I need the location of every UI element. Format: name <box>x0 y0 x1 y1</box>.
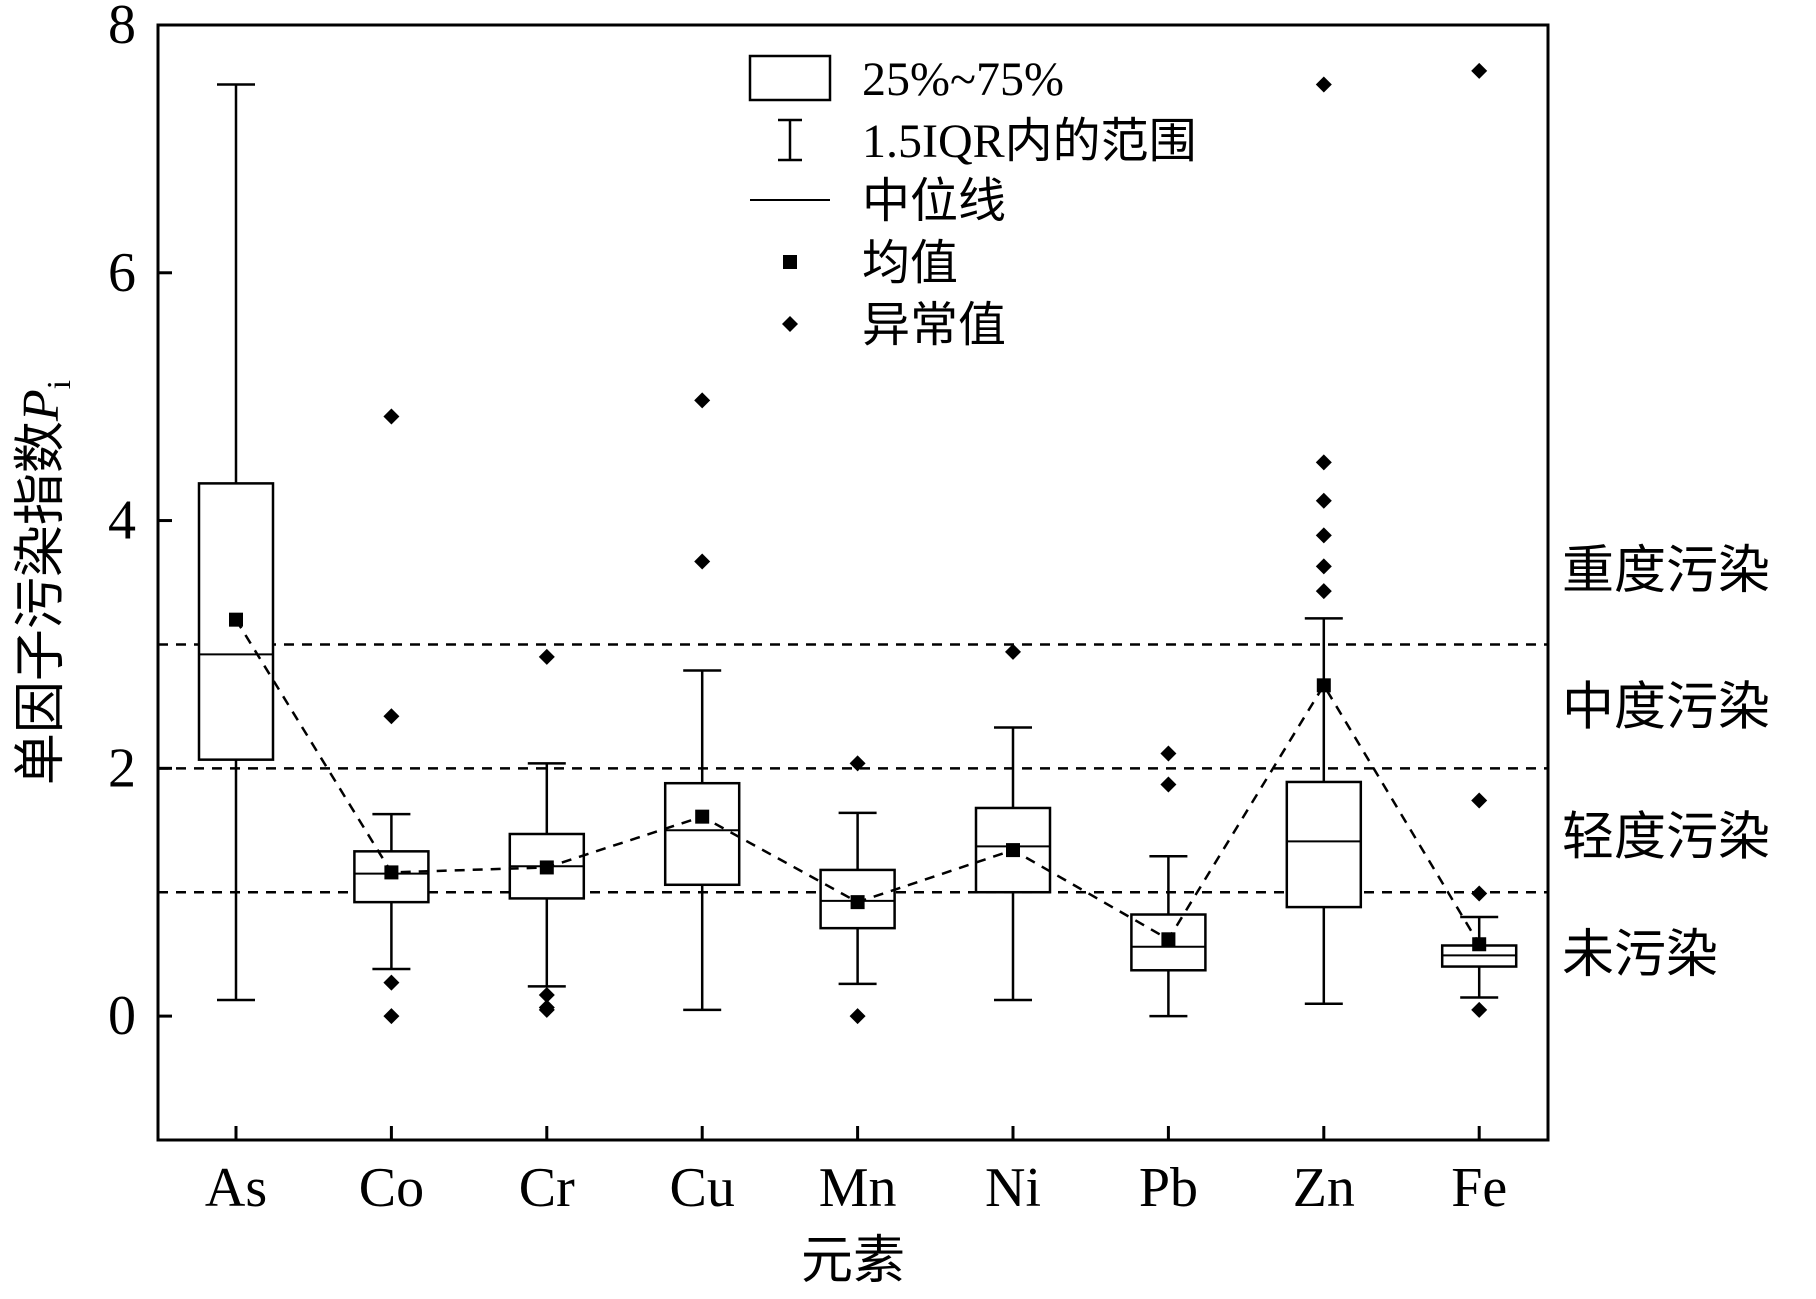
x-tick-label: Pb <box>1139 1157 1198 1219</box>
mean-marker <box>1472 937 1487 952</box>
outlier-point <box>383 408 400 425</box>
outlier-point <box>1315 454 1332 471</box>
outlier-point <box>383 974 400 991</box>
x-tick-label: Co <box>359 1157 424 1219</box>
box-fe <box>1440 62 1518 1018</box>
outlier-point <box>1315 558 1332 575</box>
outlier-point <box>1160 776 1177 793</box>
x-tick-label: Cu <box>670 1157 735 1219</box>
box-as <box>197 83 275 1002</box>
level-label: 重度污染 <box>1562 543 1770 600</box>
legend-label: 均值 <box>862 237 958 290</box>
y-axis-title-symbol: P <box>13 389 70 422</box>
y-tick-label: 4 <box>108 490 136 552</box>
legend-label: 25%~75% <box>862 53 1064 106</box>
legend-item: 25%~75% <box>748 53 1064 106</box>
outlier-point <box>1471 1001 1488 1018</box>
legend-item: 中位线 <box>750 175 1006 228</box>
outlier-point <box>1315 527 1332 544</box>
mean-marker <box>695 809 710 824</box>
iqr-box <box>663 781 741 887</box>
outlier-point <box>1315 492 1332 509</box>
y-tick-label: 2 <box>108 737 136 799</box>
legend-item: 1.5IQR内的范围 <box>778 115 1197 168</box>
box-ni <box>974 643 1052 1002</box>
legend-box-swatch <box>748 54 832 102</box>
outlier-point <box>849 1008 866 1025</box>
outlier-point <box>694 553 711 570</box>
iqr-box <box>1285 780 1363 909</box>
level-label: 轻度污染 <box>1562 809 1770 866</box>
outlier-point <box>1471 62 1488 79</box>
mean-trend <box>229 612 1487 952</box>
level-label: 未污染 <box>1562 927 1718 984</box>
y-axis-title: 单因子污染指数Pi <box>13 380 78 785</box>
mean-marker <box>1006 843 1020 858</box>
x-axis-title: 元素 <box>801 1233 905 1290</box>
mean-marker <box>1161 932 1176 947</box>
legend-label: 异常值 <box>862 299 1006 352</box>
x-tick-label: Ni <box>985 1157 1041 1219</box>
outlier-point <box>538 1001 555 1018</box>
box-zn <box>1285 76 1363 1005</box>
box-pb <box>1130 745 1207 1018</box>
legend-label: 1.5IQR内的范围 <box>862 115 1197 168</box>
outlier-point <box>1471 792 1488 809</box>
outlier-point <box>538 987 555 1004</box>
x-tick-label: As <box>205 1157 267 1219</box>
mean-marker <box>229 612 243 627</box>
x-tick-label: Mn <box>819 1157 897 1219</box>
x-tick-label: Fe <box>1451 1157 1507 1219</box>
mean-marker <box>539 860 554 875</box>
level-label: 中度污染 <box>1562 679 1770 736</box>
box-co <box>353 408 430 1025</box>
box-mn <box>819 755 896 1025</box>
outlier-point <box>849 755 866 772</box>
outlier-point <box>1005 643 1021 660</box>
outlier-point <box>1471 885 1488 902</box>
legend-item: 均值 <box>783 237 958 290</box>
y-tick-label: 0 <box>108 985 136 1047</box>
outlier-point <box>1160 745 1177 762</box>
box-series <box>197 62 1518 1025</box>
box-cr <box>508 648 586 1018</box>
legend-square-swatch <box>783 255 797 269</box>
outlier-point <box>383 708 400 725</box>
y-axis-title-text: 单因子污染指数 <box>13 421 70 785</box>
outlier-point <box>1315 76 1332 93</box>
legend-diamond-swatch <box>782 316 798 332</box>
y-axis-title-subscript: i <box>41 380 78 389</box>
mean-marker <box>1316 678 1331 693</box>
outlier-point <box>694 392 711 409</box>
x-tick-label: Cr <box>519 1157 575 1219</box>
legend-label: 中位线 <box>862 175 1006 228</box>
outlier-point <box>538 648 555 665</box>
legend-item: 异常值 <box>782 299 1006 352</box>
outlier-point <box>383 1008 400 1025</box>
plot-frame <box>156 23 1550 1142</box>
mean-marker <box>850 895 865 910</box>
x-axis: As Co Cr Cu Mn Ni Pb Zn Fe <box>205 1126 1507 1219</box>
outlier-point <box>1315 583 1332 600</box>
x-tick-label: Zn <box>1293 1157 1355 1219</box>
y-axis: 0 2 4 6 8 <box>108 0 172 1047</box>
y-tick-label: 8 <box>108 0 136 56</box>
box-cu <box>663 392 741 1012</box>
mean-marker <box>384 865 399 880</box>
y-tick-label: 6 <box>108 242 136 304</box>
